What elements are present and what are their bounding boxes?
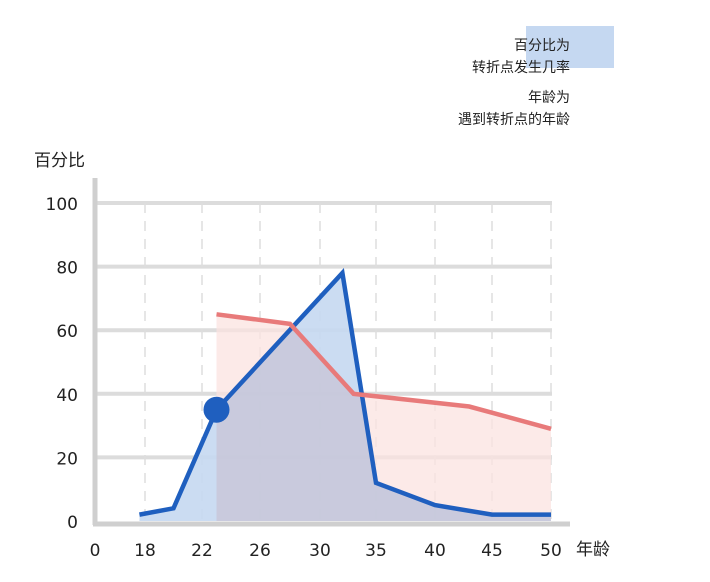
- y-tick-label-0: 0: [67, 513, 78, 533]
- axes: [92, 178, 570, 527]
- highlight-marker-group: [203, 396, 230, 423]
- x-tick-label-35: 35: [365, 541, 387, 561]
- y-axis-title: 百分比: [34, 151, 85, 171]
- x-tick-label-30: 30: [309, 541, 331, 561]
- y-tick-label-100: 100: [46, 195, 78, 215]
- series-area-2: [216, 314, 551, 521]
- y-tick-label-60: 60: [56, 322, 78, 342]
- y-tick-label-80: 80: [56, 259, 78, 279]
- legend: 百分比为 转折点发生几率 年龄为 遇到转折点的年龄: [458, 26, 614, 128]
- series-areas: [139, 272, 551, 521]
- x-axis-title: 年龄: [576, 540, 610, 560]
- x-tick-label-0: 0: [90, 541, 101, 561]
- legend-item1-line1: 百分比为: [514, 38, 570, 54]
- legend-item1-line2: 转折点发生几率: [472, 59, 570, 76]
- x-tick-label-45: 45: [481, 541, 503, 561]
- series-lines: [139, 268, 552, 517]
- x-tick-label-40: 40: [424, 541, 446, 561]
- x-tick-label-22: 22: [191, 541, 213, 561]
- legend-item2-line2: 遇到转折点的年龄: [458, 112, 570, 128]
- series-line-1: [139, 268, 551, 517]
- legend-item2-line1: 年龄为: [528, 90, 570, 106]
- tick-labels: 0 20 40 60 80 100 0 18 22 26 30 35 40 45 50: [46, 195, 562, 561]
- x-tick-label-18: 18: [134, 541, 156, 561]
- x-tick-label-26: 26: [249, 541, 271, 561]
- y-tick-label-40: 40: [56, 386, 78, 406]
- series-line-2: [216, 312, 552, 431]
- legend-swatch-blue: [526, 26, 614, 68]
- y-tick-label-20: 20: [56, 449, 78, 469]
- x-tick-label-50: 50: [540, 541, 562, 561]
- highlight-marker: [203, 396, 230, 423]
